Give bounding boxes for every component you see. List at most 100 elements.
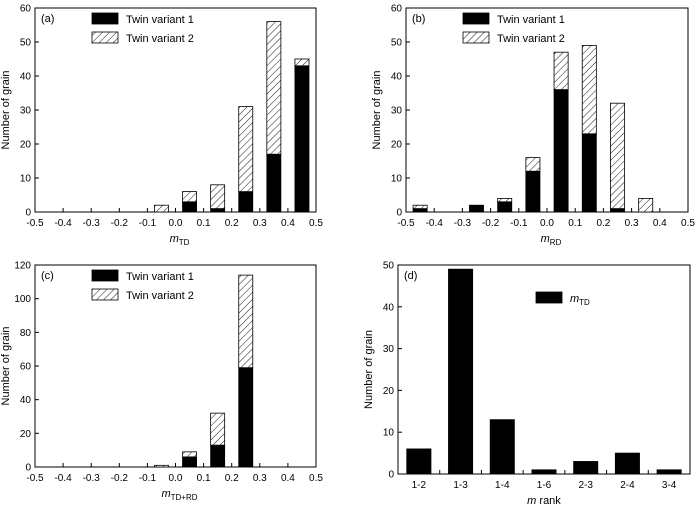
bar-series-1 <box>266 153 282 213</box>
legend-label: Twin variant 1 <box>497 14 565 26</box>
y-tick-label: 0 <box>25 208 31 219</box>
bar-series-1 <box>294 65 310 213</box>
legend-swatch <box>91 288 119 301</box>
bar-series-1 <box>182 201 197 213</box>
bar-series-1 <box>525 170 541 213</box>
panel-label: (d) <box>404 270 417 282</box>
y-tick-label: 40 <box>20 395 32 406</box>
y-tick-label: 20 <box>383 386 395 397</box>
bar-series-2 <box>182 451 197 458</box>
y-tick-label: 30 <box>383 344 395 355</box>
bar-series-2 <box>238 106 254 192</box>
legend-label: Twin variant 2 <box>497 33 565 45</box>
x-tick-label: -0.2 <box>482 218 500 229</box>
bar-series-2 <box>610 102 625 209</box>
x-axis-label: mTD+RD <box>161 488 197 502</box>
x-tick-label: 1-2 <box>412 480 427 491</box>
bar-series-2 <box>553 51 569 91</box>
x-tick-label: -0.5 <box>26 218 44 229</box>
x-tick-label: 0.5 <box>681 218 695 229</box>
x-tick-label: -0.4 <box>426 218 444 229</box>
x-tick-label: 0.0 <box>169 218 183 229</box>
bar-series-1 <box>182 456 197 468</box>
y-tick-label: 50 <box>383 261 395 272</box>
bar-series-1 <box>238 191 254 213</box>
x-axis-label: mTD <box>170 233 190 247</box>
legend-swatch <box>462 12 490 25</box>
x-tick-label: -0.5 <box>26 473 44 484</box>
y-tick-label: 20 <box>20 140 32 151</box>
bar-series-1 <box>553 89 569 213</box>
x-tick-label: -0.1 <box>139 473 157 484</box>
bar-series-1 <box>489 419 515 475</box>
bar-series-2 <box>210 184 226 210</box>
x-axis-label: mRD <box>541 233 562 247</box>
bar-series-2 <box>154 464 169 468</box>
y-tick-label: 100 <box>14 294 31 305</box>
x-tick-label: 0.2 <box>225 473 239 484</box>
bar-series-2 <box>525 157 541 172</box>
legend-label: mTD <box>570 293 590 307</box>
bar-series-2 <box>154 204 169 213</box>
y-tick-label: 60 <box>20 4 32 15</box>
y-tick-label: 50 <box>391 38 403 49</box>
y-tick-label: 50 <box>20 38 32 49</box>
bar-series-1 <box>581 133 597 213</box>
bar-series-2 <box>294 58 310 67</box>
x-tick-label: 0.3 <box>253 218 267 229</box>
bar-series-2 <box>182 191 197 203</box>
x-tick-label: -0.2 <box>111 218 129 229</box>
bar-series-2 <box>210 412 226 446</box>
y-tick-label: 30 <box>20 106 32 117</box>
x-tick-label: 2-4 <box>620 480 635 491</box>
x-tick-label: 0.5 <box>309 218 323 229</box>
y-tick-label: 0 <box>396 208 402 219</box>
bar-series-2 <box>497 197 513 203</box>
x-tick-label: -0.5 <box>397 218 415 229</box>
legend-swatch <box>91 269 119 282</box>
y-tick-label: 0 <box>388 470 394 481</box>
y-tick-label: 40 <box>383 302 395 313</box>
legend-label: Twin variant 1 <box>126 14 194 26</box>
bar-series-1 <box>614 452 640 475</box>
panel-label: (b) <box>412 13 425 25</box>
x-tick-label: 0.1 <box>568 218 582 229</box>
panel-label: (c) <box>41 270 54 282</box>
y-tick-label: 40 <box>20 72 32 83</box>
x-tick-label: 0.5 <box>309 473 323 484</box>
x-tick-label: 0.0 <box>169 473 183 484</box>
x-tick-label: 0.3 <box>625 218 639 229</box>
x-tick-label: 1-3 <box>453 480 468 491</box>
y-tick-label: 10 <box>383 428 395 439</box>
y-tick-label: 60 <box>391 4 403 15</box>
bar-series-2 <box>412 204 428 209</box>
y-tick-label: 20 <box>20 429 32 440</box>
legend-swatch <box>91 12 119 25</box>
bar-series-1 <box>573 461 599 475</box>
bar-series-2 <box>266 21 282 155</box>
chart-panel-3: 0 20 40 60 80 100 120 Number of grain (c) -0.5 -0.… <box>0 261 323 503</box>
x-tick-label: -0.4 <box>54 473 72 484</box>
x-tick-label: -0.3 <box>454 218 472 229</box>
panel-label: (a) <box>41 13 54 25</box>
x-tick-label: 0.2 <box>596 218 610 229</box>
bar-series-1 <box>656 469 682 475</box>
bar-series-1 <box>610 208 625 213</box>
bar-series-1 <box>210 444 226 468</box>
y-tick-label: 10 <box>391 174 403 185</box>
bar-series-1 <box>406 448 432 475</box>
bar-series-1 <box>497 201 513 213</box>
legend-swatch <box>462 31 490 44</box>
x-axis-label: m rank <box>527 495 561 507</box>
bar-series-2 <box>638 197 654 213</box>
y-tick-label: 80 <box>20 328 32 339</box>
x-tick-label: -0.3 <box>83 473 101 484</box>
y-tick-label: 40 <box>391 72 403 83</box>
x-tick-label: 1-4 <box>495 480 510 491</box>
x-tick-label: 0.4 <box>281 218 295 229</box>
chart-panel-4: 0 10 20 30 40 50 Number of grain (d) 1-2 1-3 1-4 1-… <box>363 261 691 507</box>
x-tick-label: 0.4 <box>281 473 295 484</box>
